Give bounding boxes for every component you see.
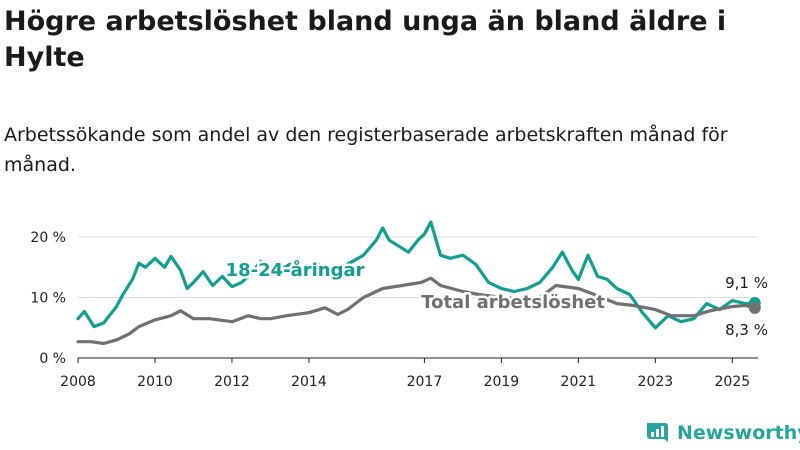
x-tick-label: 2014	[291, 374, 327, 390]
newsworthy-icon	[647, 423, 668, 442]
x-tick-label: 2008	[60, 374, 96, 390]
chart-title: Högre arbetslöshet bland unga än bland ä…	[4, 6, 727, 73]
youth-series-line	[76, 220, 757, 330]
x-tick-label: 2017	[407, 374, 443, 390]
chart-subtitle: Arbetssökande som andel av den registerb…	[4, 124, 728, 176]
newsworthy-logo[interactable]: Newsworthy	[644, 418, 800, 448]
total-end-value: 8,3 %	[725, 321, 768, 339]
y-tick-label: 10 %	[30, 291, 66, 307]
total-end-point	[748, 301, 761, 314]
total-series-line	[76, 276, 757, 346]
x-tick-label: 2010	[137, 374, 173, 390]
x-tick-label: 2019	[484, 374, 520, 390]
y-axis: 0 % 10 % 20 %	[30, 230, 66, 367]
youth-end-value: 9,1 %	[725, 274, 768, 292]
x-tick-label: 2023	[638, 374, 674, 390]
grid-lines	[78, 236, 758, 359]
y-tick-label: 0 %	[39, 351, 66, 367]
x-tick-label: 2012	[214, 374, 250, 390]
total-series-label: Total arbetslöshet	[421, 292, 605, 313]
x-tick-label: 2021	[561, 374, 597, 390]
youth-series-label: 18-24-åringar	[226, 259, 365, 281]
series-labels: 18-24-åringar Total arbetslöshet 9,1 % 8,3 …	[223, 257, 768, 340]
brand-name: Newsworthy	[677, 422, 800, 444]
y-tick-label: 20 %	[30, 230, 66, 246]
x-axis: 2008 2010 2012 2014 2017 2019 2021 2023 2025	[60, 358, 750, 390]
x-tick-label: 2025	[715, 374, 751, 390]
series-lines	[76, 220, 761, 346]
